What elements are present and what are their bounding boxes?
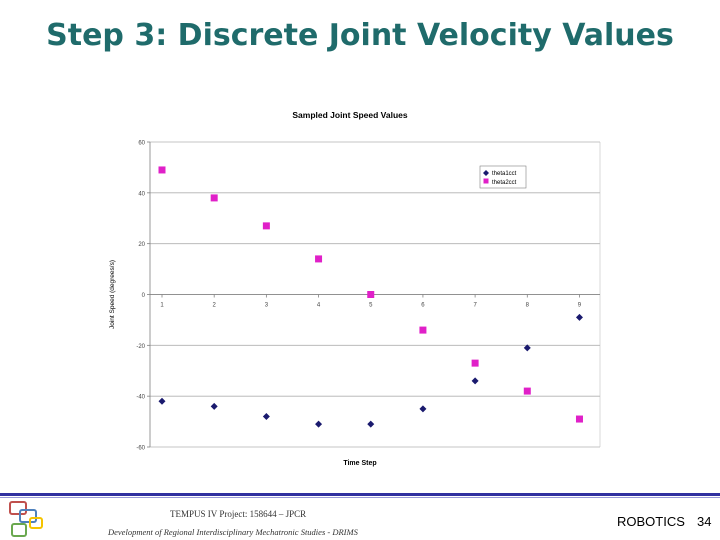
chart-title: Sampled Joint Speed Values [292,110,408,120]
legend-label-theta1: theta1cct [492,171,517,177]
theta2-point [210,194,218,202]
theta1-point [158,397,166,405]
slide-title: Step 3: Discrete Joint Velocity Values [46,18,674,53]
legend-marker-theta2 [483,178,489,184]
drims-logo-icon [9,501,43,537]
footer-divider-thin [0,497,720,498]
footer-divider [0,493,720,496]
theta1-point [367,420,375,428]
x-tick-label: 2 [213,303,217,309]
footer-project: TEMPUS IV Project: 158644 – JPCR [170,509,307,519]
theta1-point [419,405,427,413]
theta1-point [523,344,531,352]
y-tick-label: -40 [136,395,145,401]
y-tick-label: 0 [142,293,146,299]
legend-label-theta2: theta2cct [492,180,517,186]
x-tick-label: 8 [526,303,530,309]
theta1-point [210,402,218,410]
y-tick-label: 20 [138,242,145,248]
y-tick-label: -20 [136,344,145,350]
theta2-point [575,415,583,423]
x-tick-label: 1 [160,303,164,309]
footer-course: ROBOTICS [617,514,685,529]
theta2-point [419,326,427,334]
scatter-chart: Sampled Joint Speed Values -60 -40 -20 0 20 40… [109,110,601,467]
y-tick-label: -60 [136,446,145,452]
footer-development: Development of Regional Interdisciplinar… [108,527,358,537]
x-tick-label: 3 [265,303,269,309]
page-number: 34 [697,514,712,529]
theta1-point [471,377,479,385]
y-tick-label: 40 [138,191,145,197]
theta2-point [262,222,270,230]
x-tick-label: 5 [369,303,373,309]
x-tick-label: 9 [578,303,582,309]
theta2-point [367,291,375,298]
theta1-point [262,413,270,420]
x-axis-label: Time Step [343,460,376,467]
legend-box [479,165,527,189]
theta2-point [158,166,166,174]
theta2-point [523,387,531,395]
legend-marker-theta1 [483,170,489,176]
theta1-point [575,313,583,321]
x-tick-label: 7 [473,303,477,309]
x-tick-label: 4 [317,303,321,309]
x-tick-label: 6 [421,303,425,309]
y-axis-label: Joint Speed (degrees/s) [109,260,116,329]
theta1-point [315,420,323,428]
theta2-point [315,255,323,263]
y-tick-label: 60 [138,141,145,147]
theta2-point [471,359,479,367]
